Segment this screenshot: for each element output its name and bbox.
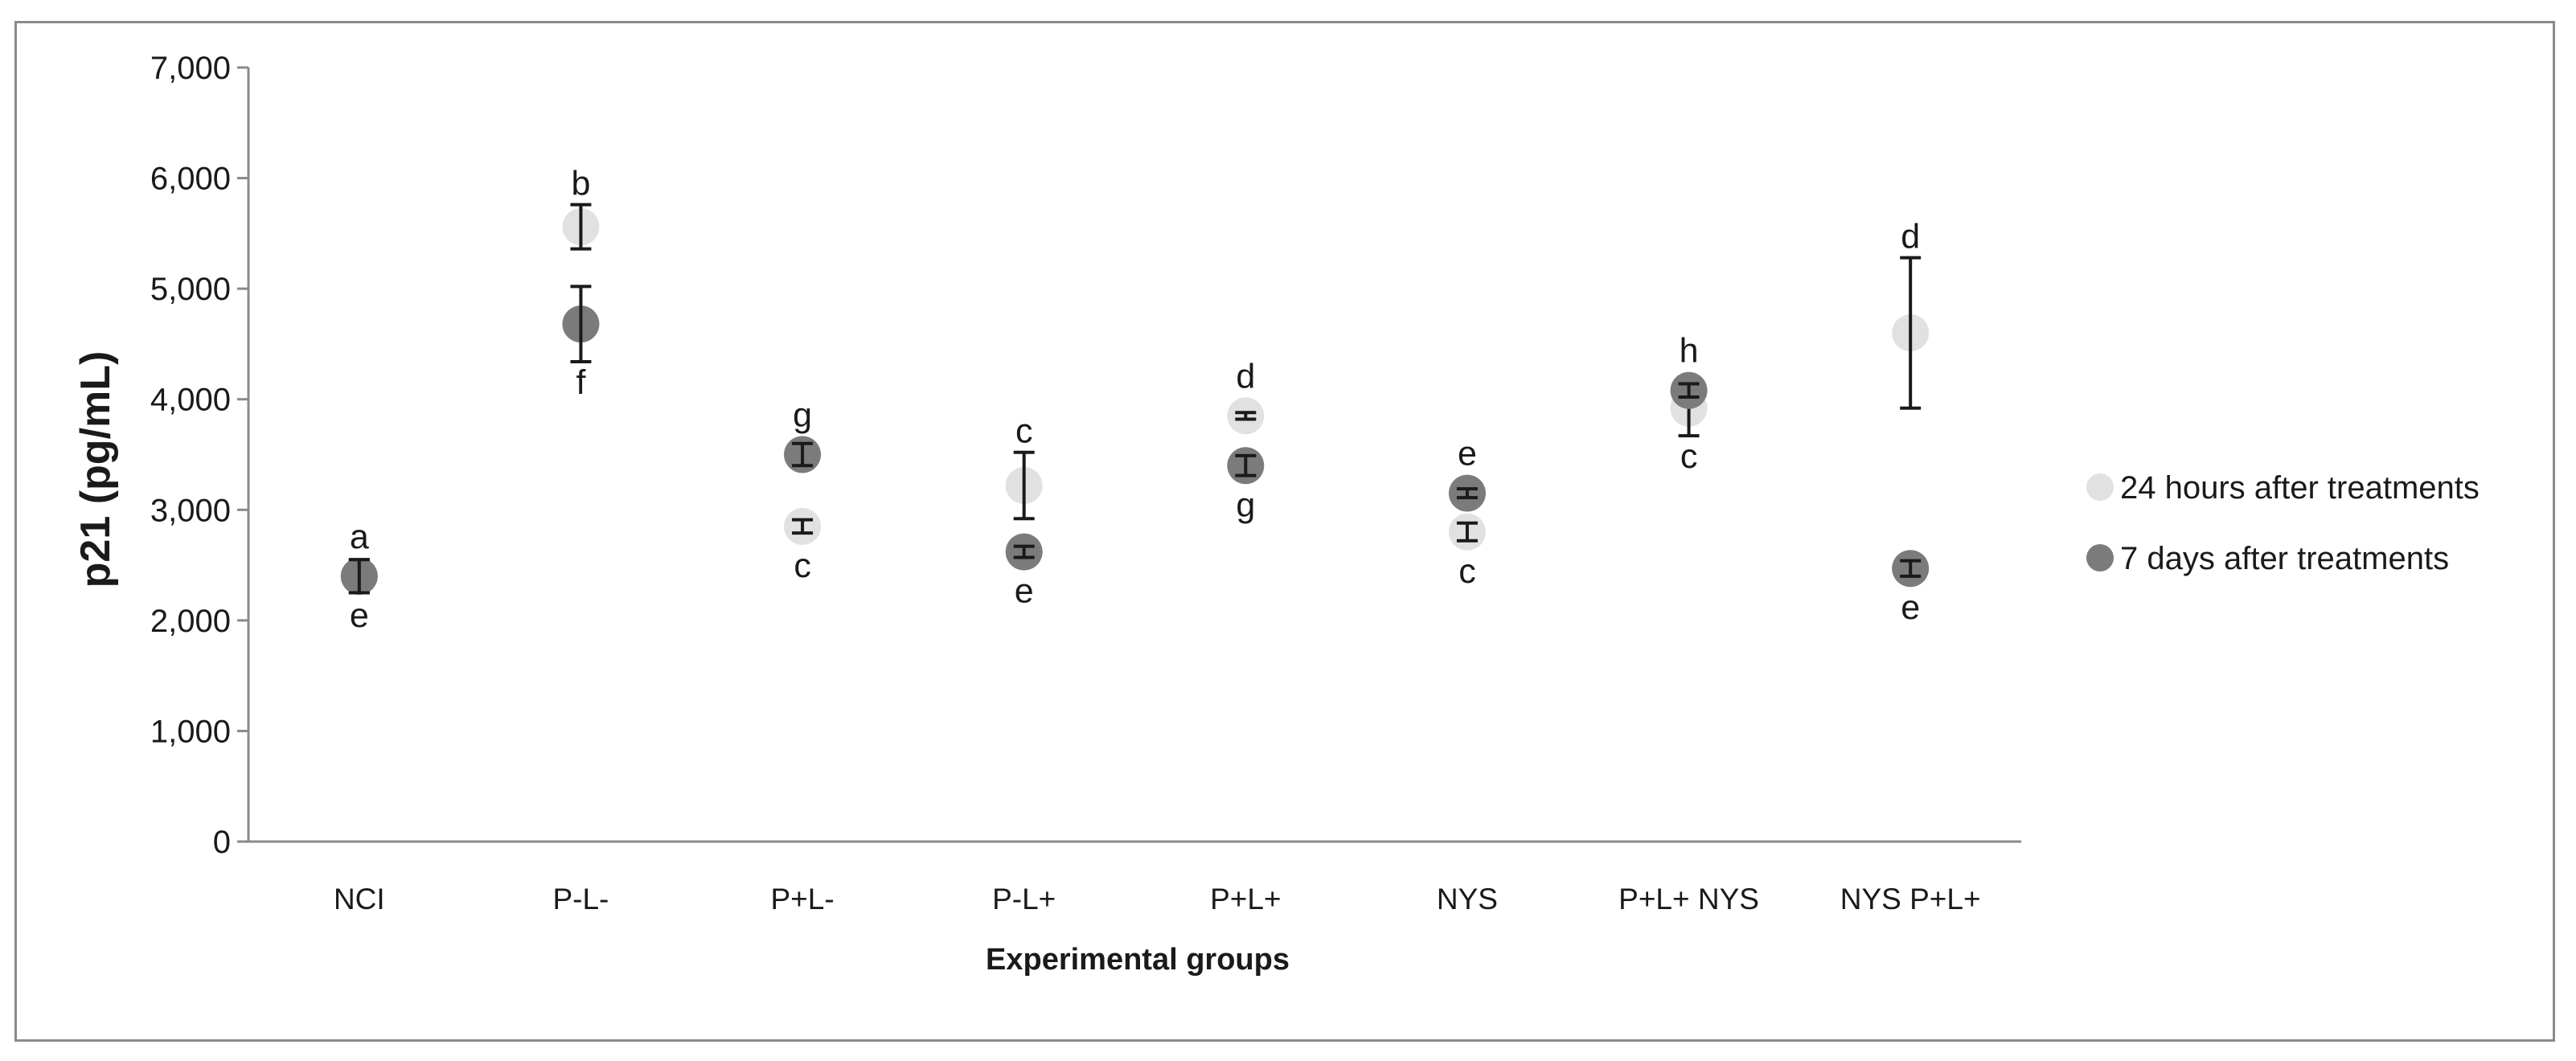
y-tick-label: 0	[213, 825, 231, 860]
significance-letter: b	[571, 165, 590, 203]
y-tick-label: 5,000	[150, 272, 231, 307]
x-tick-label: P+L+	[1210, 883, 1281, 916]
x-axis: NCI P-L- P+L- P-L+ P+L+ NYS P+L+ NYS NYS P+L+	[248, 840, 2021, 916]
significance-letter: c	[1680, 437, 1698, 476]
y-tick-label: 4,000	[150, 383, 231, 418]
y-axis: 0 1,000 2,000 3,000 4,000 5,000 6,000 7,000	[150, 51, 250, 860]
significance-letter: c	[794, 547, 811, 585]
p21-scatter-chart: 0 1,000 2,000 3,000 4,000 5,000 6,000 7,000 NCI…	[72, 51, 2480, 977]
significance-letter: c	[1458, 552, 1476, 591]
y-tick-label: 3,000	[150, 493, 231, 528]
significance-letter: d	[1901, 218, 1920, 256]
significance-letter: c	[1015, 412, 1033, 451]
legend-marker-24h	[2086, 473, 2114, 501]
x-tick-label: P+L+ NYS	[1618, 883, 1759, 916]
legend-marker-7d	[2086, 544, 2114, 571]
y-tick-label: 2,000	[150, 604, 231, 639]
y-tick-label: 6,000	[150, 162, 231, 197]
legend-label-7d: 7 days after treatments	[2120, 541, 2449, 576]
significance-letter: f	[576, 363, 586, 402]
significance-letters: a e b f g c c e d g e c h c d e	[350, 165, 1920, 635]
significance-letter: d	[1236, 357, 1255, 395]
significance-letter: g	[1236, 485, 1255, 524]
x-tick-label: NCI	[334, 883, 385, 916]
chart-frame: 0 1,000 2,000 3,000 4,000 5,000 6,000 7,000 NCI…	[14, 21, 2555, 1042]
significance-letter: e	[1901, 588, 1920, 627]
significance-letter: e	[1015, 572, 1034, 611]
x-tick-label: P+L-	[770, 883, 834, 916]
significance-letter: e	[350, 596, 369, 635]
series-7d	[340, 285, 1930, 595]
x-tick-label: NYS P+L+	[1840, 883, 1981, 916]
legend: 24 hours after treatments 7 days after t…	[2086, 470, 2480, 576]
x-tick-label: NYS	[1437, 883, 1498, 916]
x-tick-label: P-L-	[552, 883, 609, 916]
x-axis-label: Experimental groups	[986, 943, 1290, 977]
significance-letter: g	[793, 396, 812, 435]
y-tick-label: 1,000	[150, 714, 231, 749]
y-tick-label: 7,000	[150, 51, 231, 86]
y-axis-label: p21 (pg/mL)	[72, 351, 119, 588]
legend-label-24h: 24 hours after treatments	[2120, 470, 2480, 506]
significance-letter: h	[1680, 332, 1699, 371]
x-tick-label: P-L+	[992, 883, 1056, 916]
significance-letter: a	[350, 518, 369, 556]
series-layer	[340, 203, 1930, 595]
significance-letter: e	[1458, 435, 1477, 473]
